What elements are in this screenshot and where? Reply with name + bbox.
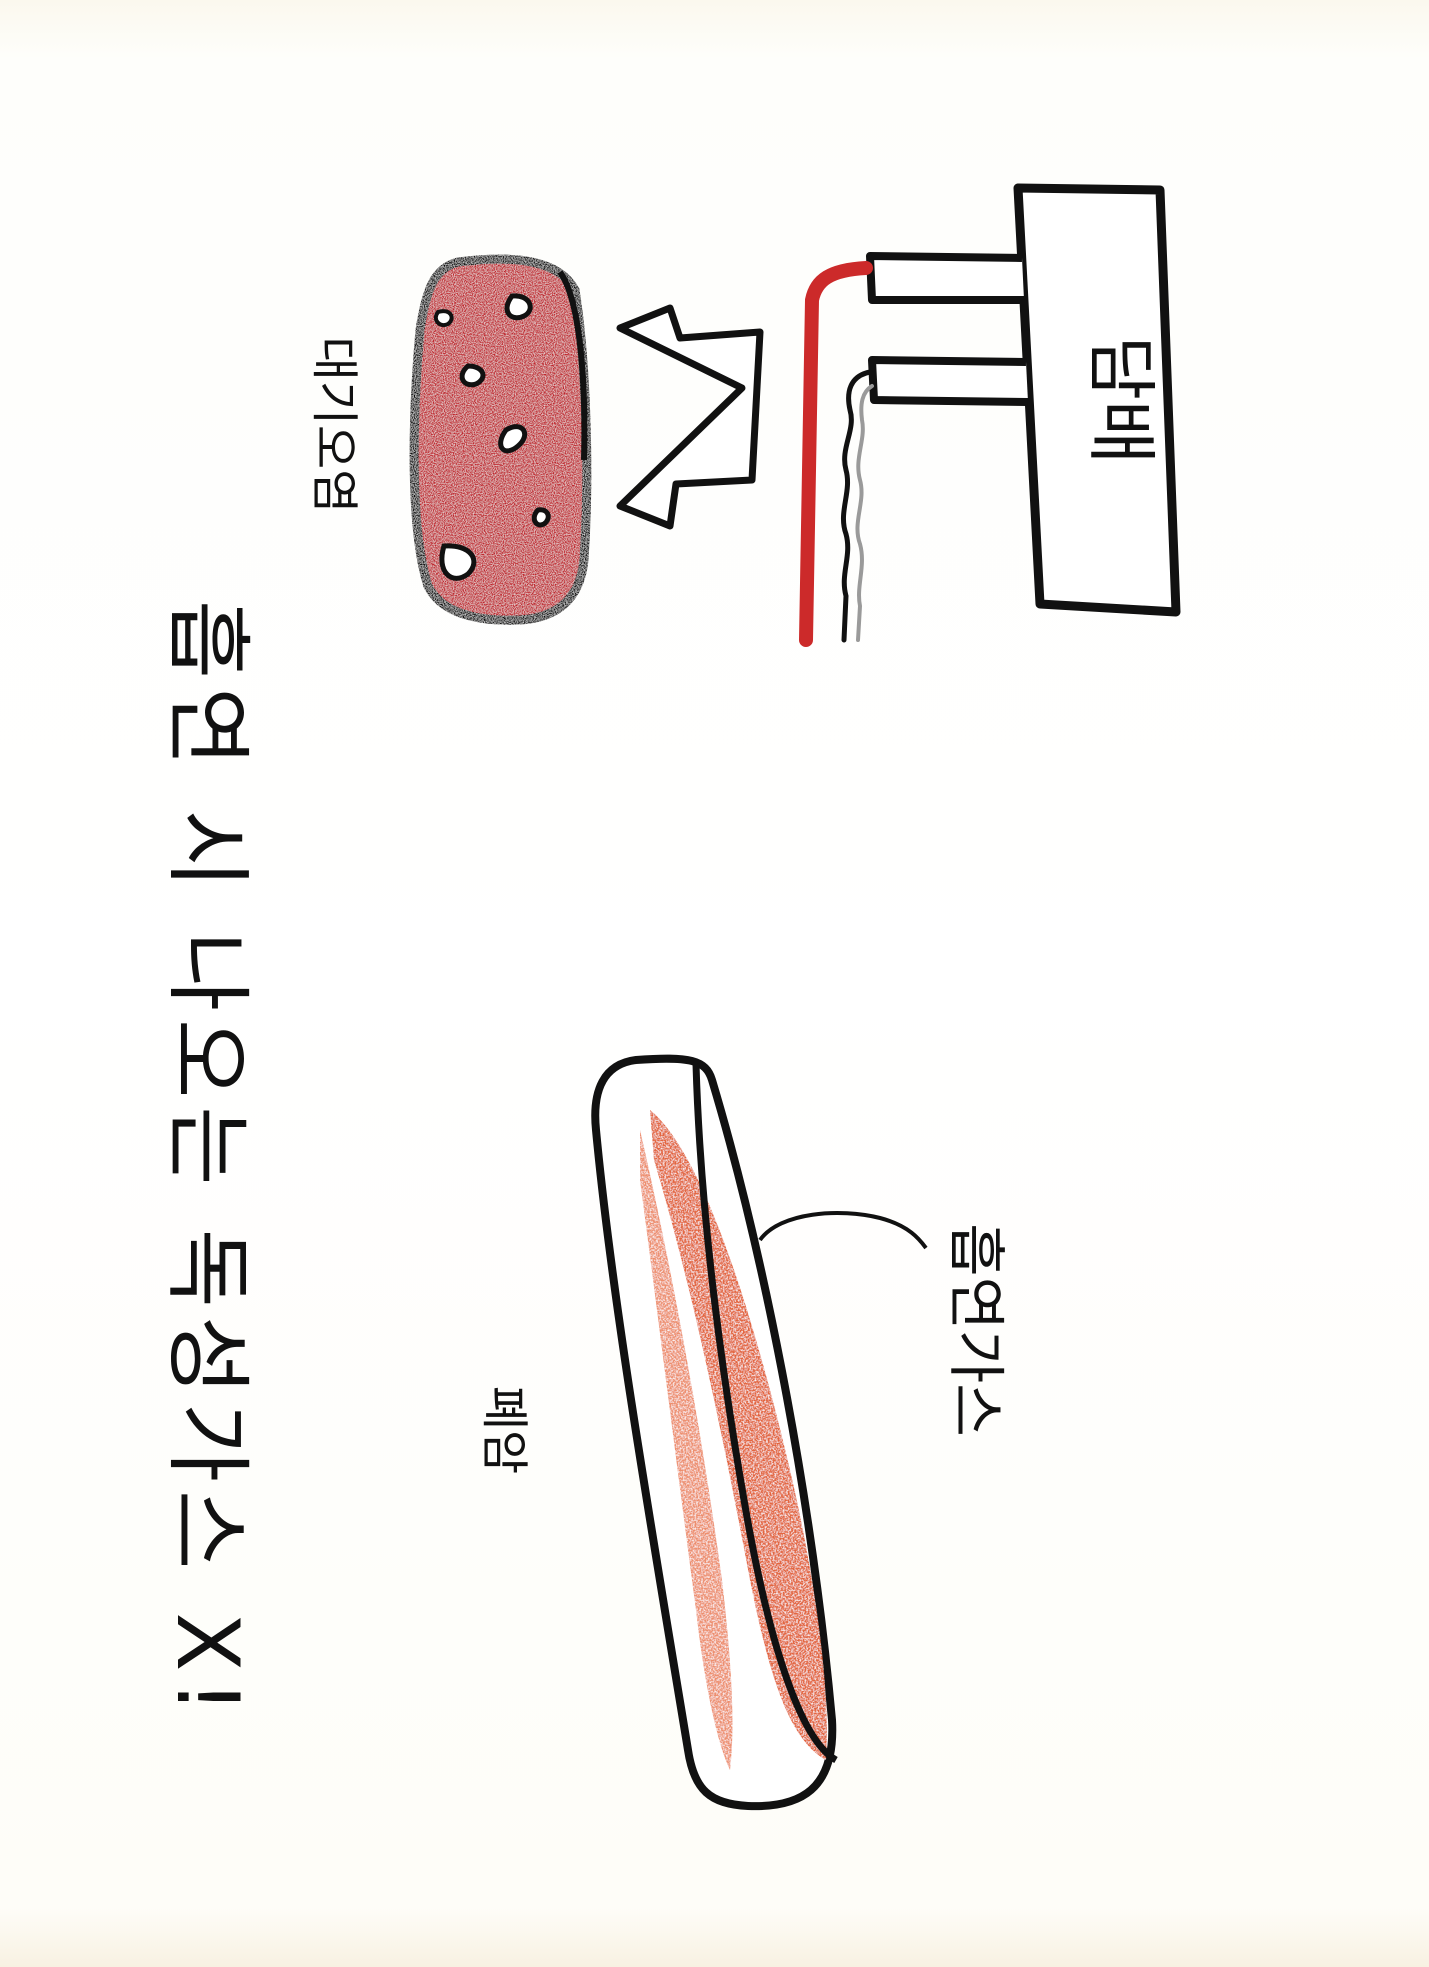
- lung-spot: [498, 424, 528, 454]
- lung-spot: [439, 543, 477, 581]
- cigarette-icon: 담배: [799, 183, 1181, 647]
- tissue-fill-right: [650, 1110, 827, 1760]
- lung-icon: [409, 254, 592, 625]
- cigarette-box: [1013, 183, 1181, 617]
- lower-arrow-label: 흡연가스: [942, 1223, 1010, 1436]
- lung-spot: [433, 309, 454, 327]
- cigarette-box-label: 담배: [1080, 336, 1162, 465]
- arrow-icon: [616, 304, 764, 530]
- lower-label: 폐암: [476, 1386, 532, 1474]
- tissue-fill-left: [640, 1130, 733, 1770]
- lung-spot: [504, 293, 533, 321]
- lung-tissue-icon: [591, 1054, 928, 1811]
- cigarette-stick-top: [866, 252, 1024, 304]
- gray-smoke-line-2: [855, 384, 874, 642]
- lung-spot: [531, 507, 551, 528]
- tissue-center-line: [692, 1063, 838, 1764]
- lung-edge-line: [557, 270, 588, 461]
- lung-spot: [459, 363, 486, 388]
- main-title: 흡연 시 나오는 독성가스 X!: [157, 600, 257, 1722]
- pointer-line: [758, 1211, 928, 1250]
- red-smoke-line: [799, 261, 873, 647]
- cigarette-stick-bottom: [868, 356, 1029, 406]
- lung-label: 대기오염: [306, 337, 362, 514]
- gray-smoke-line-1: [840, 369, 873, 643]
